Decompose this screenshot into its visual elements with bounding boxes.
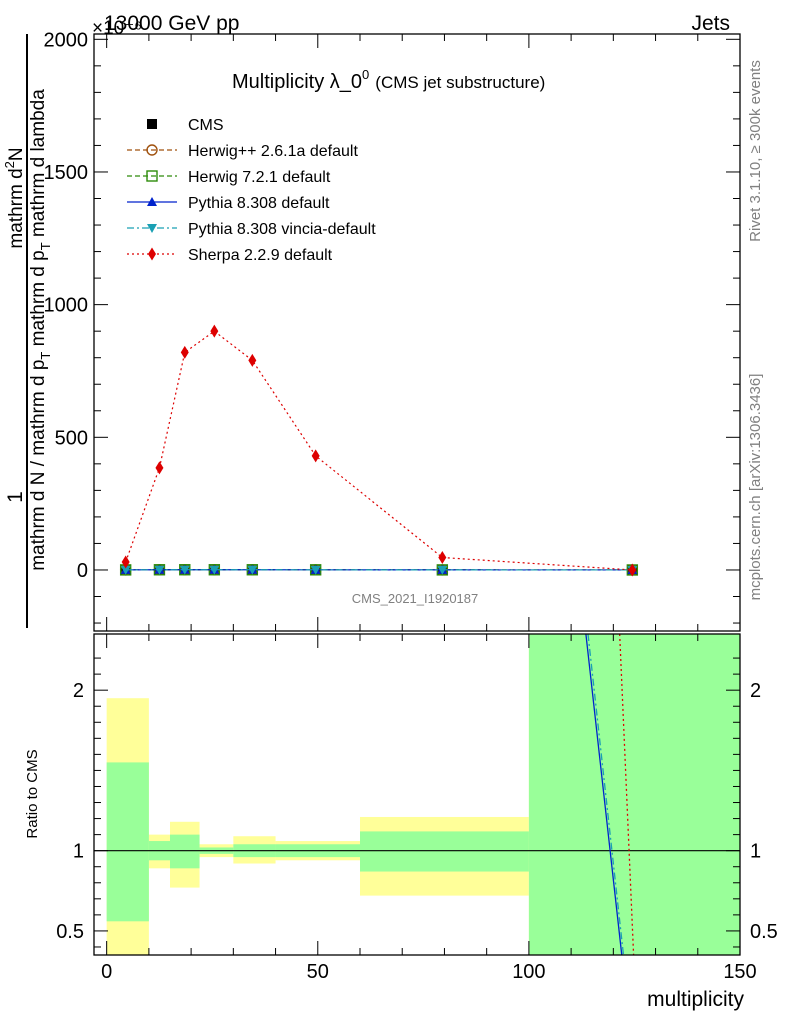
data-point xyxy=(121,555,130,569)
data-point xyxy=(438,551,447,565)
y-axis-label-one: 1 xyxy=(4,491,27,503)
x-axis-label: multiplicity xyxy=(647,988,744,1011)
data-point xyxy=(310,565,321,575)
ratio-y-tick-label-right: 2 xyxy=(750,680,761,702)
header-right: Jets xyxy=(691,12,730,35)
legend-item: Herwig 7.2.1 default xyxy=(127,169,331,186)
ratio-band-green xyxy=(360,831,529,872)
data-point xyxy=(180,345,189,359)
data-point xyxy=(154,565,165,575)
ratio-band-green xyxy=(106,762,149,922)
legend-label: CMS xyxy=(188,117,224,134)
rivet-label: Rivet 3.1.10, ≥ 300k events xyxy=(747,60,764,242)
legend-item: Herwig++ 2.6.1a default xyxy=(127,143,358,160)
y-axis-label-denominator: mathrm d N / mathrm d pT mathrm d pT mat… xyxy=(28,89,53,571)
data-point xyxy=(247,565,258,575)
legend-marker xyxy=(148,247,156,261)
data-point xyxy=(437,565,448,575)
x-tick-label: 150 xyxy=(723,961,756,983)
legend-marker xyxy=(146,144,158,156)
ratio-lines xyxy=(585,633,635,956)
chart-title: Multiplicity λ_00 (CMS jet substructure) xyxy=(232,67,545,93)
legend-marker xyxy=(147,224,157,233)
series-line xyxy=(125,330,633,571)
legend-item: CMS xyxy=(147,117,224,134)
data-point xyxy=(209,565,220,575)
legend-item: Sherpa 2.2.9 default xyxy=(127,247,333,264)
main-axis-ticks: 0 500 1000 1500 2000 xyxy=(44,29,741,631)
y-exponent: ×10⁻⁶ xyxy=(92,18,142,39)
x-tick-label: 0 xyxy=(101,961,112,983)
legend-marker xyxy=(147,119,157,129)
y-tick-label: 0 xyxy=(77,560,88,582)
ratio-y-tick-label-right: 0.5 xyxy=(750,921,778,943)
ratio-y-tick-label: 1 xyxy=(73,841,84,863)
ratio-band-green xyxy=(170,834,200,869)
y-tick-label: 500 xyxy=(55,427,88,449)
data-point xyxy=(248,353,257,367)
legend-label: Pythia 8.308 default xyxy=(188,195,330,212)
ratio-axis-ticks: 0.5 0.5 1 1 2 2 0 50 100 150 xyxy=(56,634,778,983)
ratio-y-tick-label: 0.5 xyxy=(56,921,84,943)
legend-label: Herwig 7.2.1 default xyxy=(188,169,331,186)
ratio-frame xyxy=(93,633,741,956)
y-tick-label: 1000 xyxy=(44,295,89,317)
main-series xyxy=(119,324,639,577)
ratio-line xyxy=(585,633,623,956)
legend-marker xyxy=(147,197,157,206)
y-tick-label: 1500 xyxy=(44,162,89,184)
data-point xyxy=(179,565,190,575)
ratio-line xyxy=(587,633,625,956)
series-sherpa-2-2-9-default xyxy=(121,324,637,577)
mcplots-label: mcplots.cern.ch [arXiv:1306.3436] xyxy=(747,374,764,601)
data-point xyxy=(210,324,219,338)
data-point xyxy=(155,461,164,475)
ratio-y-tick-label-right: 1 xyxy=(750,841,761,863)
ratio-band-green xyxy=(528,634,740,955)
ratio-panel: 0.5 0.5 1 1 2 2 0 50 100 150 xyxy=(56,633,778,983)
ratio-line xyxy=(619,633,635,956)
x-tick-label: 50 xyxy=(307,961,329,983)
series-pythia-8-308-vincia-default xyxy=(120,565,638,575)
ratio-y-tick-label: 2 xyxy=(73,680,84,702)
legend: CMS Herwig++ 2.6.1a default Herwig 7.2.1 d… xyxy=(127,117,376,264)
ratio-y-axis-label: Ratio to CMS xyxy=(24,749,41,838)
data-point xyxy=(311,449,320,463)
legend-label: Pythia 8.308 vincia-default xyxy=(188,221,376,238)
legend-item: Pythia 8.308 vincia-default xyxy=(127,221,376,238)
legend-label: Herwig++ 2.6.1a default xyxy=(188,143,358,160)
main-frame xyxy=(93,33,741,632)
data-point xyxy=(120,565,131,575)
series-pythia-8-308-default xyxy=(120,564,638,574)
legend-label: Sherpa 2.2.9 default xyxy=(188,247,333,264)
y-tick-label: 2000 xyxy=(44,29,89,51)
main-panel: Multiplicity λ_00 (CMS jet substructure) … xyxy=(44,29,741,632)
legend-marker xyxy=(146,170,158,182)
y-axis-label-numerator: mathrm d2N xyxy=(2,147,27,248)
legend-item: Pythia 8.308 default xyxy=(127,195,330,212)
header-left: 13000 GeV pp xyxy=(104,12,239,35)
x-tick-label: 100 xyxy=(512,961,545,983)
watermark: CMS_2021_I1920187 xyxy=(352,591,479,606)
data-point xyxy=(628,563,637,577)
y-axis-label: 1 mathrm d2N mathrm d N / mathrm d pT ma… xyxy=(2,34,53,628)
ratio-bands xyxy=(94,634,740,955)
